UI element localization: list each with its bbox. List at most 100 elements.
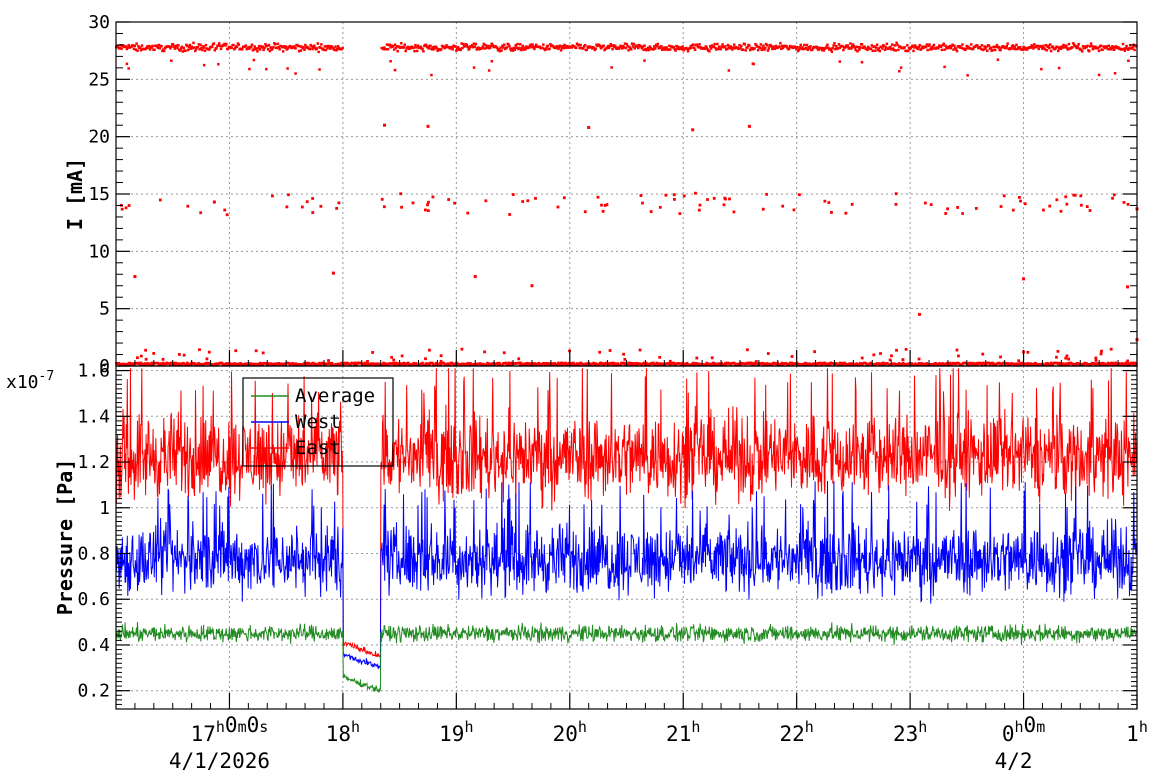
current-point xyxy=(613,363,616,367)
current-point xyxy=(1056,49,1060,53)
current-point xyxy=(497,47,501,51)
current-point xyxy=(462,42,465,46)
current-point xyxy=(841,45,844,48)
current-point xyxy=(518,42,522,46)
current-point xyxy=(675,44,678,48)
current-point xyxy=(224,44,227,47)
current-y-ticks: 0 5 10 15 20 25 30 xyxy=(88,12,1137,377)
current-point xyxy=(499,46,502,49)
current-point xyxy=(1031,45,1034,48)
current-point xyxy=(695,43,699,46)
current-point xyxy=(134,48,138,51)
current-point xyxy=(1105,363,1109,367)
current-point xyxy=(848,362,851,365)
current-point xyxy=(1104,46,1107,50)
current-point xyxy=(1135,363,1138,366)
current-point xyxy=(1114,45,1118,48)
current-point xyxy=(694,191,697,195)
current-point xyxy=(1132,363,1135,366)
current-point xyxy=(1054,47,1057,50)
current-point xyxy=(312,361,315,365)
current-point xyxy=(196,45,200,49)
current-point xyxy=(1122,201,1126,204)
current-point xyxy=(1097,73,1101,77)
current-y-tick-label: 0 xyxy=(99,356,110,377)
current-point xyxy=(843,362,847,365)
current-point xyxy=(663,48,667,51)
current-point xyxy=(548,47,551,50)
current-point xyxy=(752,62,755,66)
current-point xyxy=(336,47,339,51)
current-point xyxy=(705,361,708,365)
current-point xyxy=(180,45,184,49)
current-point xyxy=(393,68,397,72)
current-point xyxy=(849,363,852,367)
current-point xyxy=(294,72,297,75)
current-point xyxy=(930,47,934,51)
current-point xyxy=(520,46,524,50)
current-point xyxy=(412,46,415,49)
current-point xyxy=(610,66,613,69)
current-point xyxy=(415,49,419,53)
current-point xyxy=(706,198,709,201)
current-point xyxy=(679,46,683,49)
current-point xyxy=(985,363,988,366)
current-point xyxy=(277,45,280,49)
current-point xyxy=(612,361,615,365)
current-point xyxy=(714,46,717,50)
current-point xyxy=(894,192,898,196)
current-point xyxy=(560,361,564,365)
current-point xyxy=(514,44,518,47)
current-point xyxy=(1048,363,1052,367)
current-point xyxy=(897,48,900,52)
current-point xyxy=(607,46,611,50)
current-point xyxy=(463,44,467,48)
exponent-base: x10 xyxy=(6,372,39,393)
current-point xyxy=(629,48,633,51)
current-point xyxy=(502,43,506,46)
current-point xyxy=(531,43,534,46)
current-point xyxy=(244,44,248,47)
current-point xyxy=(1033,363,1036,367)
current-point xyxy=(832,44,835,47)
current-point xyxy=(333,48,336,52)
current-point xyxy=(858,363,861,366)
current-point xyxy=(929,203,933,207)
current-point xyxy=(322,48,326,52)
current-point xyxy=(1064,356,1068,360)
current-point xyxy=(649,210,653,213)
current-point xyxy=(1066,362,1070,365)
current-point xyxy=(220,361,224,365)
current-point xyxy=(813,350,817,354)
current-point xyxy=(636,363,639,367)
current-point xyxy=(600,203,603,207)
current-point xyxy=(542,362,546,365)
current-point xyxy=(800,47,803,51)
current-point xyxy=(202,63,206,67)
current-point xyxy=(456,45,460,49)
current-point xyxy=(748,44,751,47)
current-point xyxy=(1059,209,1063,213)
current-point xyxy=(904,347,908,351)
current-point xyxy=(451,362,454,365)
current-point xyxy=(392,363,396,366)
current-point xyxy=(920,47,923,50)
current-point xyxy=(188,43,192,47)
current-point xyxy=(991,48,994,52)
current-point xyxy=(277,362,280,365)
current-point xyxy=(1089,363,1093,366)
current-point xyxy=(1066,48,1070,51)
current-point xyxy=(1048,43,1052,46)
current-point xyxy=(202,46,206,49)
current-point xyxy=(118,46,122,50)
current-point xyxy=(468,363,471,367)
current-point xyxy=(534,43,538,47)
current-point xyxy=(690,46,693,49)
current-point xyxy=(337,201,341,205)
current-point xyxy=(894,202,898,206)
current-point xyxy=(261,363,264,366)
current-point xyxy=(948,361,952,365)
current-point xyxy=(957,354,960,358)
current-point xyxy=(1094,359,1098,362)
current-point xyxy=(769,43,772,47)
